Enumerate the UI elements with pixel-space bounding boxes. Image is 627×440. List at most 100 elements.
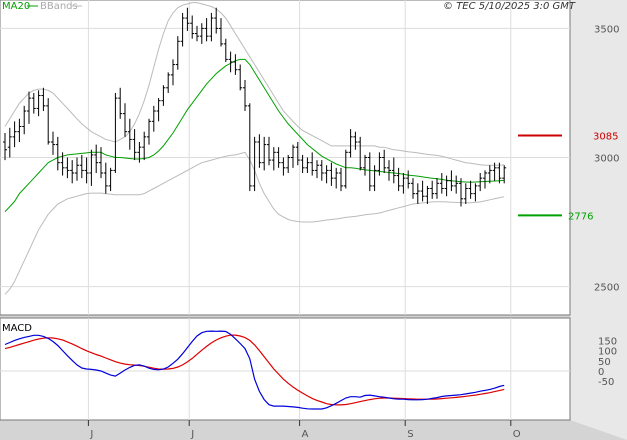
price-bar-28 — [137, 142, 142, 163]
price-bar-82 — [396, 167, 401, 192]
price-bar-98 — [473, 183, 478, 202]
ma20-layer — [4, 58, 505, 213]
macd-tick-label-0: 150 — [598, 336, 617, 347]
price-bar-37 — [180, 12, 185, 47]
price-bar-96 — [463, 183, 468, 204]
price-bar-30 — [147, 118, 151, 145]
price-bar-95 — [459, 178, 463, 207]
x-tick-label-4: O — [513, 429, 521, 440]
price-bar-77 — [372, 165, 377, 192]
price-bar-63 — [305, 157, 310, 173]
price-bar-9 — [46, 98, 51, 145]
price-tick-label-2: 2500 — [594, 283, 619, 294]
price-bar-32 — [156, 98, 161, 122]
price-bar-55 — [267, 136, 271, 166]
price-bar-100 — [483, 170, 487, 189]
price-bar-50 — [243, 80, 247, 112]
price-bar-4 — [22, 105, 27, 135]
macd-tick-label-1: 100 — [598, 347, 617, 358]
price-bar-1 — [7, 127, 12, 158]
price-bar-91 — [439, 172, 444, 194]
price-bar-35 — [171, 59, 175, 86]
support-label: 2776 — [568, 211, 593, 222]
price-bar-40 — [195, 25, 199, 42]
macd-tick-label-3: 0 — [598, 367, 604, 378]
price-bar-7 — [36, 90, 41, 117]
price-bar-93 — [449, 170, 454, 192]
price-bar-79 — [382, 149, 387, 173]
macd-tick-label-2: 50 — [598, 357, 611, 368]
price-bar-66 — [319, 160, 324, 181]
price-bar-75 — [363, 154, 367, 176]
price-bar-20 — [99, 147, 103, 179]
price-tick-label-1: 3000 — [594, 154, 619, 165]
price-bars — [3, 7, 507, 207]
price-bar-19 — [94, 144, 99, 173]
price-bar-39 — [190, 15, 195, 39]
price-bar-38 — [185, 7, 190, 31]
price-bar-23 — [113, 92, 118, 173]
price-bar-27 — [132, 129, 137, 161]
price-bar-88 — [425, 185, 430, 204]
macd-label: MACD — [2, 323, 32, 334]
price-bar-73 — [353, 131, 358, 150]
price-bar-70 — [339, 167, 343, 192]
ma20-line — [4, 58, 505, 213]
x-tick-label-2: A — [302, 429, 309, 440]
price-bar-58 — [281, 157, 286, 176]
price-bar-43 — [209, 12, 214, 42]
price-bar-78 — [377, 152, 382, 176]
price-bar-33 — [161, 85, 166, 106]
price-bar-74 — [358, 136, 363, 171]
price-bar-51 — [247, 103, 252, 192]
price-bar-56 — [271, 147, 276, 171]
price-bar-76 — [367, 152, 372, 192]
price-bar-64 — [310, 152, 315, 176]
price-bar-97 — [468, 180, 473, 199]
resistance-label: 3085 — [593, 132, 618, 143]
price-bar-31 — [151, 105, 156, 132]
price-bar-101 — [487, 165, 492, 184]
price-bar-24 — [118, 87, 123, 119]
price-bar-25 — [123, 103, 127, 137]
price-bar-67 — [324, 165, 329, 184]
copyright-text: © TEC 5/10/2025 3:0 GMT — [443, 1, 576, 12]
price-bar-72 — [348, 129, 353, 158]
price-bar-85 — [411, 178, 415, 199]
price-bar-16 — [79, 154, 84, 179]
price-bar-47 — [228, 51, 233, 73]
price-bar-41 — [199, 23, 204, 44]
price-bar-60 — [291, 144, 295, 168]
price-bar-65 — [315, 160, 319, 179]
price-bar-61 — [295, 142, 300, 166]
price-bar-34 — [166, 72, 171, 93]
right-axis-area — [570, 0, 627, 440]
price-bar-14 — [70, 160, 75, 184]
price-bar-42 — [204, 18, 209, 42]
price-bar-13 — [65, 157, 70, 179]
price-bar-59 — [286, 154, 291, 173]
bband-upper-line — [4, 2, 505, 166]
price-bar-52 — [252, 136, 257, 192]
price-bar-3 — [17, 118, 22, 143]
price-bar-81 — [391, 157, 396, 184]
price-bar-46 — [223, 38, 228, 62]
price-bar-8 — [41, 87, 46, 112]
price-bar-89 — [430, 180, 435, 199]
price-bar-71 — [343, 149, 348, 189]
legend-ma20: MA20 — [2, 1, 30, 12]
price-bar-80 — [387, 160, 391, 181]
price-bar-10 — [51, 131, 55, 155]
price-bar-18 — [89, 149, 94, 186]
price-bar-99 — [478, 172, 483, 192]
price-bar-26 — [127, 118, 132, 150]
price-bar-36 — [175, 36, 180, 70]
price-bar-86 — [415, 183, 420, 204]
x-tick-label-0: J — [89, 429, 93, 440]
price-bar-69 — [334, 167, 339, 189]
price-bar-62 — [300, 154, 305, 173]
price-bar-102 — [492, 162, 497, 181]
macd-panel — [0, 317, 571, 421]
